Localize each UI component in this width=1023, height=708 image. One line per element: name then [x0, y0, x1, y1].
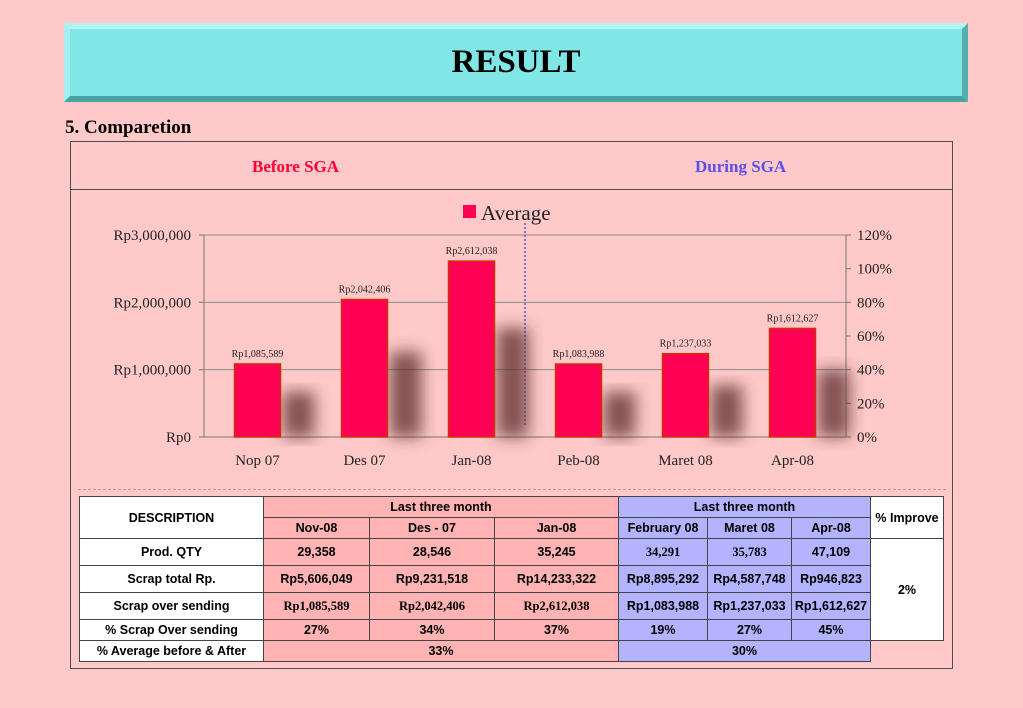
table-cell: 37% [494, 619, 619, 641]
table-cell: Rp2,042,406 [369, 592, 495, 620]
average-before: 33% [263, 640, 619, 662]
improve-value: 2% [870, 538, 944, 641]
table-row: % Average before & After 33% 30% [79, 640, 944, 662]
average-during: 30% [618, 640, 871, 662]
month-header: Nov-08 [263, 517, 370, 539]
y2-tick-label: 100% [857, 262, 892, 278]
before-sga-label: Before SGA [252, 157, 340, 176]
page-title: RESULT [451, 44, 581, 80]
row-label: % Average before & After [79, 640, 264, 662]
table-cell: 34,291 [618, 538, 708, 566]
table-row: % Scrap Over sending 27% 34% 37% 19% 27%… [79, 619, 944, 641]
table-cell: 27% [263, 619, 370, 641]
during-group-header: Last three month [618, 496, 871, 518]
table-cell: Rp5,606,049 [263, 565, 370, 593]
x-tick-label: Peb-08 [557, 453, 600, 469]
y2-tick-label: 40% [857, 363, 885, 379]
table-row: Scrap total Rp. Rp5,606,049 Rp9,231,518 … [79, 565, 944, 593]
table-cell: Rp9,231,518 [369, 565, 495, 593]
row-label: Prod. QTY [79, 538, 264, 566]
table-cell: Rp2,612,038 [494, 592, 619, 620]
description-header: DESCRIPTION [79, 496, 264, 539]
table-cell: 35,245 [494, 538, 619, 566]
y-tick-label: Rp2,000,000 [113, 295, 191, 311]
table-cell: Rp14,233,322 [494, 565, 619, 593]
bar [661, 352, 710, 438]
bar [554, 363, 603, 438]
x-tick-label: Des 07 [343, 453, 386, 469]
before-group-header: Last three month [263, 496, 619, 518]
table-row: Prod. QTY 29,358 28,546 35,245 34,291 35… [79, 538, 944, 641]
table-cell: 35,783 [707, 538, 792, 566]
average-bar-chart: Rp0 Rp1,000,000 Rp2,000,000 Rp3,000,000 0% 20… [113, 201, 892, 469]
bar-shadow [282, 391, 315, 437]
bar-shadow [496, 327, 529, 437]
x-tick-label: Jan-08 [452, 453, 492, 469]
data-table-area: DESCRIPTION Last three month Last three … [78, 489, 946, 662]
bar [768, 327, 817, 438]
legend-swatch [463, 205, 476, 218]
x-tick-label: Apr-08 [771, 453, 814, 469]
table-cell: 47,109 [791, 538, 871, 566]
table-row: Scrap over sending Rp1,085,589 Rp2,042,4… [79, 592, 944, 620]
table-cell: Rp1,085,589 [263, 592, 370, 620]
data-label: Rp1,612,627 [767, 313, 819, 324]
table-cell: 34% [369, 619, 495, 641]
month-header: Des - 07 [369, 517, 495, 539]
month-header: Jan-08 [494, 517, 619, 539]
improve-header: % Improve [870, 496, 944, 539]
y-tick-label: Rp3,000,000 [113, 228, 191, 244]
data-label: Rp1,085,589 [232, 349, 284, 360]
month-header: Maret 08 [707, 517, 792, 539]
data-label: Rp2,612,038 [446, 246, 498, 257]
title-banner: RESULT [64, 23, 968, 102]
row-label: Scrap over sending [79, 592, 264, 620]
table-cell: Rp1,237,033 [707, 592, 792, 620]
bar [340, 298, 389, 438]
bar-shadow [603, 391, 636, 437]
y2-tick-label: 20% [857, 396, 885, 412]
table-cell: 28,546 [369, 538, 495, 566]
row-label: Scrap total Rp. [79, 565, 264, 593]
table-cell: Rp1,083,988 [618, 592, 708, 620]
data-label: Rp1,237,033 [660, 339, 712, 350]
row-label: % Scrap Over sending [79, 619, 264, 641]
table-cell: 27% [707, 619, 792, 641]
x-tick-label: Maret 08 [658, 453, 713, 469]
y-tick-label: Rp1,000,000 [113, 363, 191, 379]
bar-shadow [389, 351, 422, 437]
data-label: Rp1,083,988 [553, 349, 605, 360]
y-tick-label: Rp0 [166, 430, 191, 446]
table-cell: 45% [791, 619, 871, 641]
table-cell: 19% [618, 619, 708, 641]
table-cell: Rp1,612,627 [791, 592, 871, 620]
month-header: Apr-08 [791, 517, 871, 539]
table-cell: Rp946,823 [791, 565, 871, 593]
legend-label: Average [481, 201, 551, 225]
bar [233, 363, 282, 438]
table-cell: Rp8,895,292 [618, 565, 708, 593]
during-sga-label: During SGA [695, 157, 787, 176]
period-header: Before SGA During SGA [71, 142, 952, 190]
table-cell: 29,358 [263, 538, 370, 566]
bar [447, 260, 496, 438]
data-label: Rp2,042,406 [339, 284, 391, 295]
month-header: February 08 [618, 517, 708, 539]
table-cell: Rp4,587,748 [707, 565, 792, 593]
y2-tick-label: 0% [857, 430, 877, 446]
y2-tick-label: 80% [857, 295, 885, 311]
y2-tick-label: 60% [857, 329, 885, 345]
comparison-panel: Before SGA During SGA Rp0 Rp1,000,000 Rp2,… [70, 141, 953, 669]
bar-shadow [817, 369, 850, 437]
y2-tick-label: 120% [857, 228, 892, 244]
bar-shadow [710, 385, 743, 437]
section-heading: 5. Comparetion [65, 117, 192, 138]
comparison-table: DESCRIPTION Last three month Last three … [79, 496, 944, 662]
x-tick-label: Nop 07 [235, 453, 280, 469]
